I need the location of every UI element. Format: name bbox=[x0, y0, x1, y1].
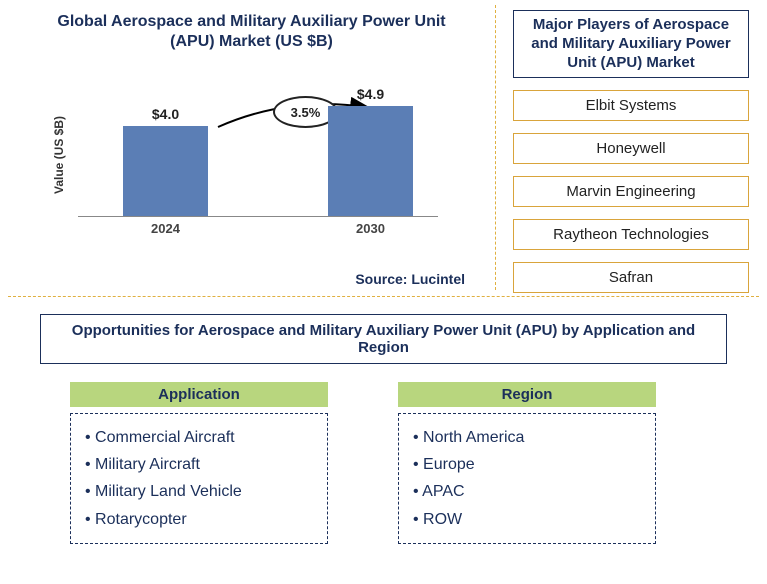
players-title: Major Players of Aerospace and Military … bbox=[513, 10, 749, 78]
chart-bar: $4.02024 bbox=[123, 126, 208, 216]
category-header: Application bbox=[70, 382, 328, 407]
bar-chart: Value (US $B) 3.5% $4.02024$4.92030 bbox=[28, 67, 468, 242]
opportunities-title: Opportunities for Aerospace and Military… bbox=[40, 314, 727, 364]
list-item: • Military Aircraft bbox=[85, 451, 313, 478]
opportunity-column: Region • North America• Europe• APAC• ROW bbox=[398, 382, 656, 544]
bar-value-label: $4.0 bbox=[123, 106, 208, 122]
player-box: Marvin Engineering bbox=[513, 176, 749, 207]
top-section: Global Aerospace and Military Auxiliary … bbox=[0, 0, 767, 295]
source-text: Source: Lucintel bbox=[355, 271, 465, 287]
bar-x-label: 2024 bbox=[123, 221, 208, 236]
category-header: Region bbox=[398, 382, 656, 407]
chart-title: Global Aerospace and Military Auxiliary … bbox=[18, 12, 485, 52]
vertical-divider bbox=[495, 5, 496, 290]
bars-wrap: 3.5% $4.02024 $4.92030 bbox=[78, 82, 438, 217]
cagr-value: 3.5% bbox=[291, 105, 321, 120]
list-item: • APAC bbox=[413, 478, 641, 505]
opportunity-column: Application• Commercial Aircraft• Milita… bbox=[70, 382, 328, 544]
player-box: Safran bbox=[513, 262, 749, 293]
bar-value-label: $4.9 bbox=[328, 86, 413, 102]
players-list: Elbit Systems Honeywell Marvin Engineering… bbox=[513, 90, 749, 293]
bar-x-label: 2030 bbox=[328, 221, 413, 236]
y-axis-label: Value (US $B) bbox=[52, 115, 66, 193]
list-item: • Rotarycopter bbox=[85, 506, 313, 533]
player-box: Honeywell bbox=[513, 133, 749, 164]
items-box: • Commercial Aircraft• Military Aircraft… bbox=[70, 413, 328, 544]
opportunities-section: Opportunities for Aerospace and Military… bbox=[0, 300, 767, 554]
players-panel: Major Players of Aerospace and Military … bbox=[495, 0, 767, 295]
chart-panel: Global Aerospace and Military Auxiliary … bbox=[0, 0, 495, 295]
list-item: • Military Land Vehicle bbox=[85, 478, 313, 505]
list-item: • Commercial Aircraft bbox=[85, 424, 313, 451]
items-box: • North America• Europe• APAC• ROW bbox=[398, 413, 656, 544]
player-box: Elbit Systems bbox=[513, 90, 749, 121]
horizontal-divider bbox=[8, 296, 759, 297]
player-box: Raytheon Technologies bbox=[513, 219, 749, 250]
chart-bar: $4.92030 bbox=[328, 106, 413, 216]
list-item: • Europe bbox=[413, 451, 641, 478]
opportunities-columns: Application• Commercial Aircraft• Milita… bbox=[40, 382, 727, 544]
list-item: • ROW bbox=[413, 506, 641, 533]
list-item: • North America bbox=[413, 424, 641, 451]
